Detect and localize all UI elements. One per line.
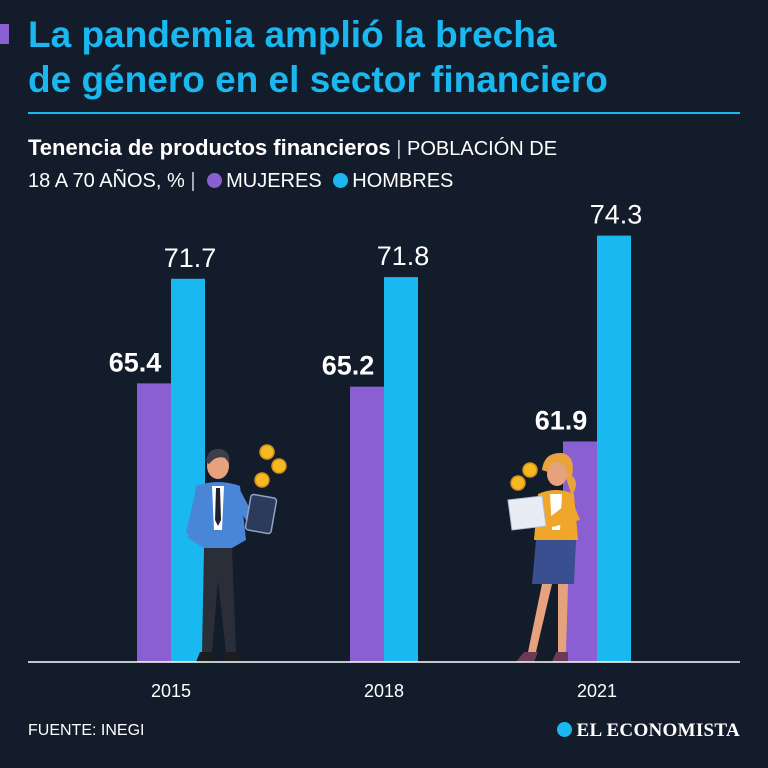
footer-brand: EL ECONOMISTA: [556, 720, 741, 742]
legend-dot-men: [333, 173, 349, 188]
title-line-2: de género en el sector financiero: [28, 59, 608, 100]
businessman-illustration: [186, 444, 287, 662]
brand-logo-icon: [556, 722, 572, 737]
x-tick-label-2018: 2018: [364, 681, 404, 701]
title-line-1: La pandemia amplió la brecha: [28, 14, 557, 55]
legend-label-men: HOMBRES: [352, 170, 454, 192]
data-label-men-2021: 74.3: [590, 200, 643, 230]
subtitle-bold: Tenencia de productos financieros: [28, 135, 391, 160]
subtitle-range: 18 A 70 AÑOS, %: [28, 170, 185, 192]
bar-men-2018: [384, 277, 418, 662]
chart-subtitle: Tenencia de productos financieros | POBL…: [28, 132, 728, 197]
bar-women-2018: [350, 386, 384, 662]
x-tick-label-2015: 2015: [151, 681, 191, 701]
subtitle-separator-2: |: [190, 170, 196, 192]
x-tick-label-2021: 2021: [577, 681, 617, 701]
data-label-men-2015: 71.7: [164, 243, 217, 273]
data-label-women-2018: 65.2: [322, 351, 375, 381]
data-label-women-2015: 65.4: [109, 347, 162, 377]
brand-name: EL ECONOMISTA: [576, 720, 740, 741]
subtitle-population: POBLACIÓN DE: [407, 138, 558, 160]
legend-dot-women: [207, 173, 223, 188]
title-accent-bar: [0, 24, 9, 44]
chart-bars: 65.4 71.7 65.2 71.8 61.9 74.3: [109, 200, 643, 662]
bar-men-2021: [597, 235, 631, 662]
bar-men-2015: [171, 278, 205, 662]
bar-women-2015: [137, 383, 171, 662]
page-title: La pandemia amplió la brecha de género e…: [28, 12, 748, 102]
x-axis-labels: 2015 2018 2021: [151, 681, 617, 701]
businesswoman-illustration: [507, 452, 580, 662]
subtitle-separator-1: |: [396, 138, 402, 160]
data-label-men-2018: 71.8: [377, 241, 430, 271]
title-rule: [28, 112, 740, 114]
data-label-women-2021: 61.9: [535, 405, 588, 435]
footer-source: FUENTE: INEGI: [28, 722, 145, 739]
legend-label-women: MUJERES: [226, 170, 322, 192]
